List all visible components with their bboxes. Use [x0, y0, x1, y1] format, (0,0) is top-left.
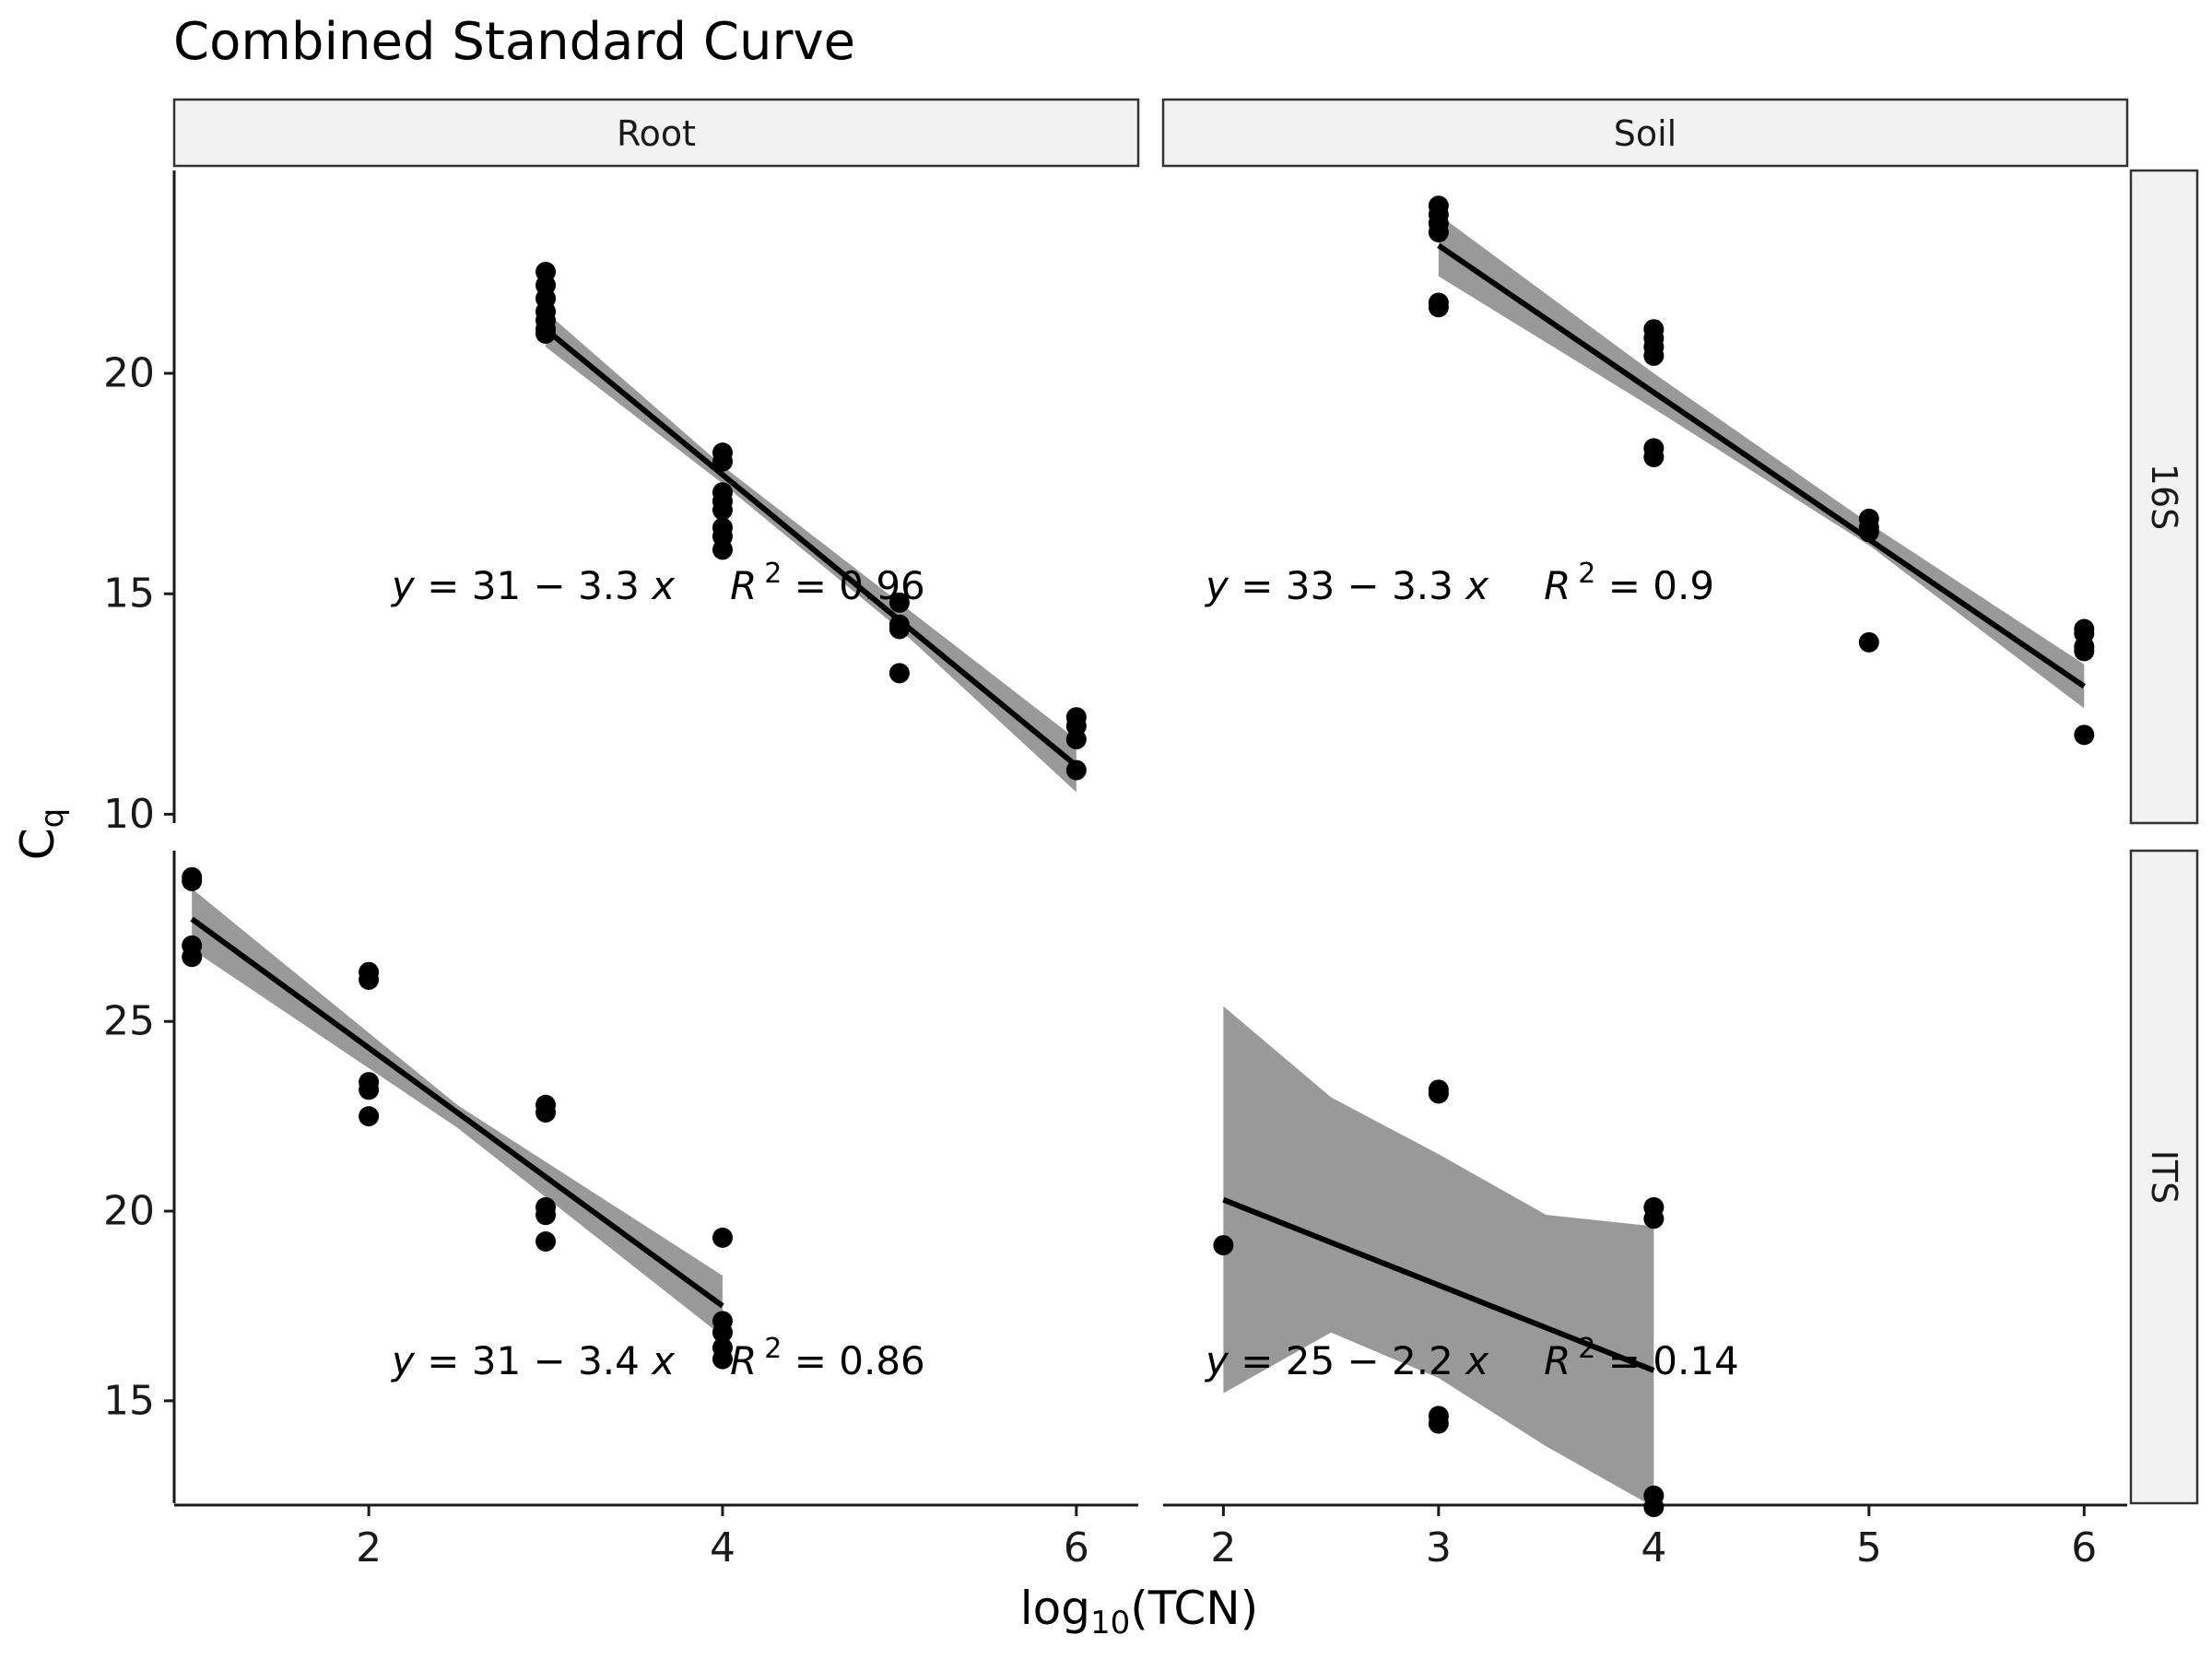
data-point — [1643, 1485, 1665, 1506]
y-tick-label: 15 — [103, 571, 155, 618]
strip-its-box — [2129, 849, 2199, 1505]
data-point — [182, 866, 203, 888]
data-point — [535, 262, 557, 283]
data-point — [1428, 195, 1449, 217]
data-point — [1428, 292, 1449, 313]
y-tick-label: 25 — [103, 998, 155, 1045]
data-point — [359, 1072, 380, 1093]
data-point — [888, 663, 910, 684]
data-point — [1643, 319, 1665, 340]
x-axis-title-sub: 10 — [1090, 1605, 1130, 1641]
strip-soil-label: Soil — [1614, 113, 1677, 154]
data-point — [1213, 1235, 1234, 1256]
data-point — [712, 1227, 733, 1248]
data-point — [1428, 1406, 1449, 1427]
x-tick-label: 5 — [1856, 1524, 1882, 1571]
confidence-band — [546, 312, 1077, 793]
data-point — [535, 1230, 557, 1252]
data-point — [712, 517, 733, 538]
x-axis-title-tail: (TCN) — [1130, 1582, 1258, 1635]
strip-root-box — [172, 98, 1140, 168]
data-point — [712, 482, 733, 503]
regression-line — [544, 326, 1078, 769]
y-tick-label: 10 — [103, 791, 155, 838]
data-point — [1065, 707, 1087, 728]
x-axis-title: log10(TCN) — [1020, 1582, 1258, 1641]
data-point — [359, 1106, 380, 1127]
x-tick-label: 3 — [1426, 1524, 1452, 1571]
y-axis-title-sub: q — [34, 808, 71, 829]
data-point — [535, 1094, 557, 1115]
data-point — [712, 442, 733, 464]
confidence-band — [1223, 1006, 1654, 1508]
data-point — [359, 961, 380, 982]
x-tick-label: 6 — [2071, 1524, 2097, 1571]
data-point — [1643, 438, 1665, 459]
strip-16s-box — [2129, 169, 2199, 825]
regression-line — [1222, 1196, 1655, 1373]
y-tick-label: 20 — [103, 350, 155, 397]
data-point — [1858, 508, 1879, 529]
data-point — [2074, 618, 2095, 640]
y-axis-title: Cq — [11, 808, 71, 861]
strip-16s-label: 16S — [2144, 464, 2184, 530]
data-point — [1428, 1079, 1449, 1100]
data-point — [535, 1196, 557, 1218]
data-point — [712, 1337, 733, 1359]
x-tick-label: 4 — [710, 1524, 735, 1571]
regression-line — [190, 916, 724, 1309]
x-tick-label: 6 — [1064, 1524, 1089, 1571]
regression-line — [1437, 242, 2086, 689]
data-point — [1858, 631, 1879, 653]
strip-soil-box — [1161, 98, 2129, 168]
data-point — [1643, 1196, 1665, 1218]
x-tick-label: 2 — [356, 1524, 382, 1571]
data-point — [712, 1311, 733, 1332]
confidence-band — [1438, 214, 2085, 709]
data-point — [182, 935, 203, 956]
y-tick-label: 20 — [103, 1188, 155, 1235]
y-axis-title-main: C — [11, 828, 65, 860]
x-tick-label: 2 — [1210, 1524, 1236, 1571]
y-tick-label: 15 — [103, 1377, 155, 1424]
chart-title: Combined Standard Curve — [173, 12, 855, 72]
data-point — [888, 592, 910, 613]
strip-its-label: ITS — [2144, 1150, 2184, 1205]
strip-root-label: Root — [617, 113, 696, 154]
x-axis-title-main: log — [1020, 1582, 1090, 1635]
data-point — [2074, 724, 2095, 746]
x-tick-label: 4 — [1641, 1524, 1666, 1571]
